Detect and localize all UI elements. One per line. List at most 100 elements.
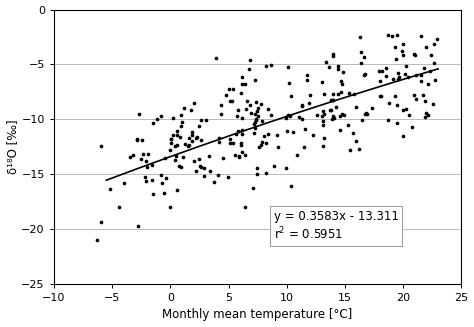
Point [192, 135, 200, 141]
Point [176, 134, 184, 140]
Point [250, 130, 257, 136]
Point [326, 108, 334, 113]
Point [321, 135, 328, 141]
Point [233, 113, 240, 118]
Point [357, 61, 365, 66]
Point [228, 98, 236, 103]
Point [184, 144, 191, 149]
Point [244, 98, 251, 104]
Point [245, 66, 253, 71]
Point [260, 133, 267, 139]
Point [376, 93, 384, 98]
Point [358, 117, 366, 122]
Point [153, 116, 161, 122]
Point [399, 48, 406, 53]
Point [400, 41, 407, 46]
Point [285, 80, 293, 86]
Point [246, 57, 254, 62]
Point [218, 111, 225, 116]
Point [173, 142, 181, 147]
Point [361, 111, 369, 116]
Point [239, 150, 246, 155]
Point [430, 61, 438, 66]
Point [334, 67, 341, 72]
Point [190, 158, 197, 163]
Point [378, 68, 386, 74]
Point [185, 142, 192, 147]
Point [134, 224, 142, 229]
Point [258, 118, 266, 123]
Point [364, 111, 371, 116]
Point [226, 98, 233, 103]
Point [286, 113, 294, 119]
Point [305, 101, 313, 106]
Point [410, 51, 418, 57]
Point [251, 126, 259, 131]
Point [121, 180, 128, 185]
Point [236, 155, 243, 160]
Point [325, 64, 333, 69]
Point [400, 108, 407, 113]
Point [298, 117, 306, 122]
Point [393, 32, 401, 38]
Point [362, 71, 369, 77]
Point [212, 56, 220, 61]
Point [289, 129, 297, 134]
Point [193, 135, 201, 140]
Point [197, 164, 204, 170]
Point [410, 93, 418, 98]
Point [411, 53, 419, 58]
Point [273, 132, 281, 137]
Point [287, 184, 295, 189]
Point [237, 143, 245, 148]
Point [429, 101, 437, 107]
Point [349, 130, 356, 135]
Point [304, 73, 311, 78]
Point [319, 113, 326, 118]
Point [149, 121, 157, 126]
Point [299, 104, 306, 109]
Point [177, 165, 185, 170]
Point [200, 174, 207, 179]
Point [363, 111, 370, 116]
Point [235, 107, 242, 112]
Point [267, 112, 274, 117]
Point [426, 68, 434, 74]
Point [385, 101, 392, 106]
Point [264, 106, 272, 111]
Point [251, 77, 259, 83]
Point [148, 162, 156, 167]
Point [217, 103, 225, 108]
Point [173, 132, 181, 138]
Point [227, 141, 234, 146]
Point [337, 78, 345, 83]
Point [351, 91, 358, 96]
Point [167, 136, 175, 142]
Point [206, 168, 214, 173]
Point [328, 97, 335, 102]
Point [412, 73, 420, 78]
Point [226, 86, 233, 92]
Point [169, 116, 177, 121]
Point [205, 153, 212, 159]
Point [171, 158, 178, 163]
Point [337, 127, 344, 132]
Point [420, 65, 428, 71]
Point [257, 142, 264, 147]
Point [402, 64, 410, 69]
Point [313, 112, 321, 118]
Point [106, 186, 114, 192]
Point [319, 123, 327, 128]
Point [382, 74, 389, 79]
Point [428, 52, 435, 57]
Point [393, 102, 401, 108]
Point [166, 204, 173, 210]
Point [270, 164, 277, 169]
Point [319, 79, 326, 85]
Point [274, 145, 282, 150]
Point [431, 77, 439, 83]
Point [346, 147, 354, 153]
Point [394, 70, 401, 76]
Point [239, 75, 246, 80]
Point [243, 106, 250, 112]
